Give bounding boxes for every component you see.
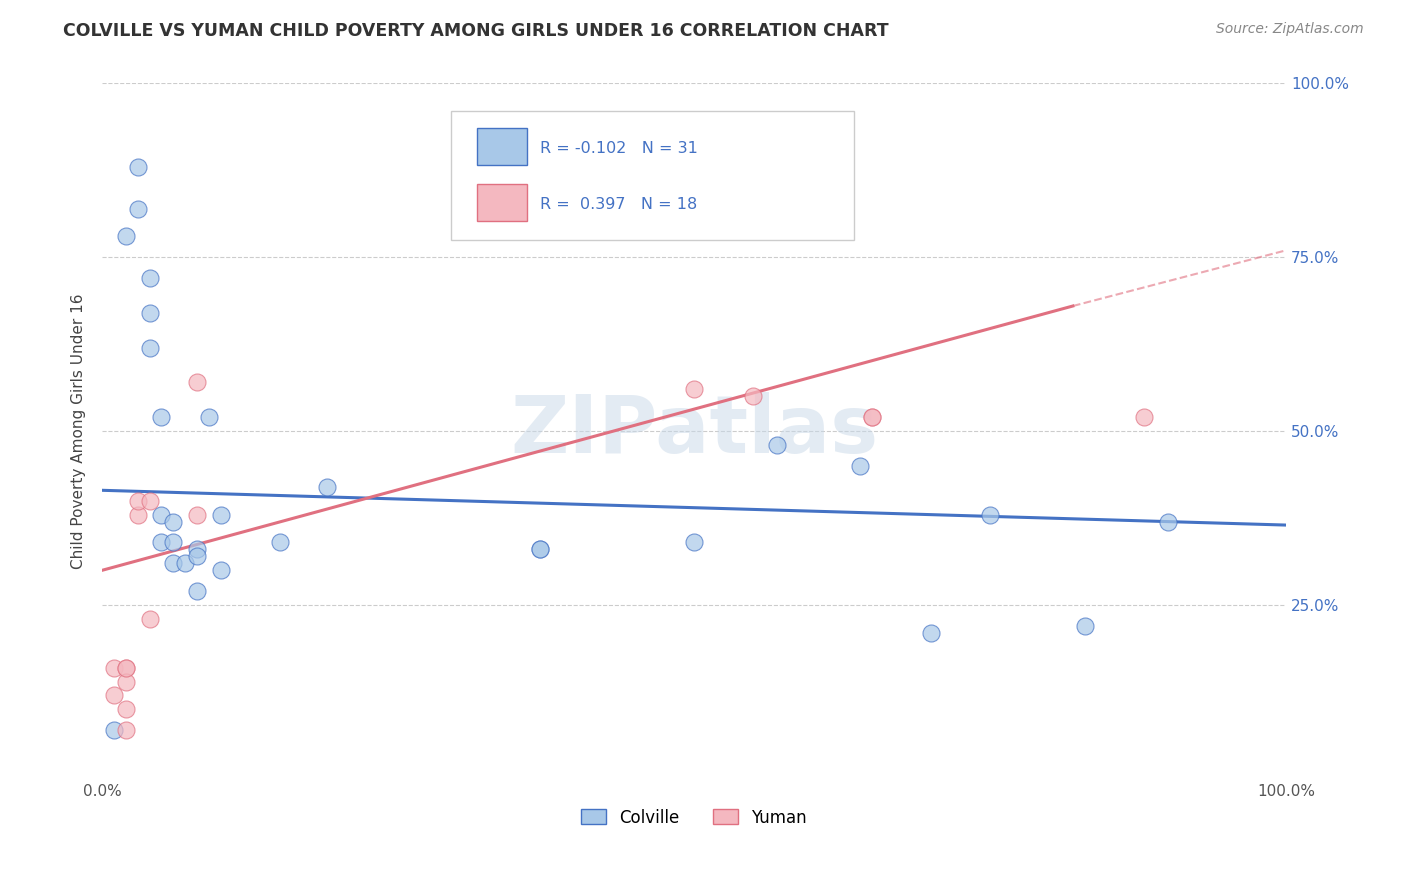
Colville [150, 410, 173, 425]
Colville [138, 306, 160, 320]
Yuman [1133, 410, 1156, 425]
Colville [186, 584, 208, 599]
Yuman [186, 508, 208, 522]
Yuman [742, 389, 765, 403]
Colville [1073, 619, 1095, 633]
Yuman [138, 493, 160, 508]
Y-axis label: Child Poverty Among Girls Under 16: Child Poverty Among Girls Under 16 [72, 293, 86, 569]
Colville [766, 438, 789, 452]
Text: R =  0.397   N = 18: R = 0.397 N = 18 [540, 197, 697, 212]
Yuman [103, 660, 125, 674]
Yuman [127, 493, 149, 508]
Text: COLVILLE VS YUMAN CHILD POVERTY AMONG GIRLS UNDER 16 CORRELATION CHART: COLVILLE VS YUMAN CHILD POVERTY AMONG GI… [63, 22, 889, 40]
Colville [209, 508, 232, 522]
Colville [979, 508, 1001, 522]
Colville [150, 508, 173, 522]
Legend: Colville, Yuman: Colville, Yuman [575, 802, 814, 833]
Yuman [115, 674, 138, 689]
Colville [529, 542, 551, 557]
FancyBboxPatch shape [478, 184, 527, 221]
Yuman [860, 410, 883, 425]
Colville [683, 535, 706, 549]
Colville [162, 535, 184, 549]
Text: ZIPatlas: ZIPatlas [510, 392, 879, 470]
FancyBboxPatch shape [478, 128, 527, 165]
Colville [138, 341, 160, 355]
Colville [186, 549, 208, 564]
Yuman [103, 689, 125, 703]
Colville [103, 723, 125, 738]
Colville [174, 557, 197, 571]
Colville [162, 557, 184, 571]
Yuman [683, 383, 706, 397]
Colville [197, 410, 219, 425]
Colville [150, 535, 173, 549]
Colville [209, 563, 232, 577]
Colville [849, 458, 872, 473]
Colville [115, 229, 138, 244]
Colville [920, 625, 942, 640]
Colville [1156, 515, 1178, 529]
Yuman [127, 508, 149, 522]
Colville [138, 271, 160, 285]
Colville [316, 480, 339, 494]
Colville [162, 515, 184, 529]
Colville [529, 542, 551, 557]
FancyBboxPatch shape [451, 112, 853, 240]
Yuman [115, 660, 138, 674]
Yuman [115, 660, 138, 674]
Yuman [115, 702, 138, 716]
Text: Source: ZipAtlas.com: Source: ZipAtlas.com [1216, 22, 1364, 37]
Text: R = -0.102   N = 31: R = -0.102 N = 31 [540, 141, 697, 156]
Colville [127, 160, 149, 174]
Yuman [138, 612, 160, 626]
Yuman [860, 410, 883, 425]
Colville [269, 535, 291, 549]
Yuman [186, 376, 208, 390]
Colville [127, 202, 149, 216]
Colville [186, 542, 208, 557]
Yuman [115, 723, 138, 738]
